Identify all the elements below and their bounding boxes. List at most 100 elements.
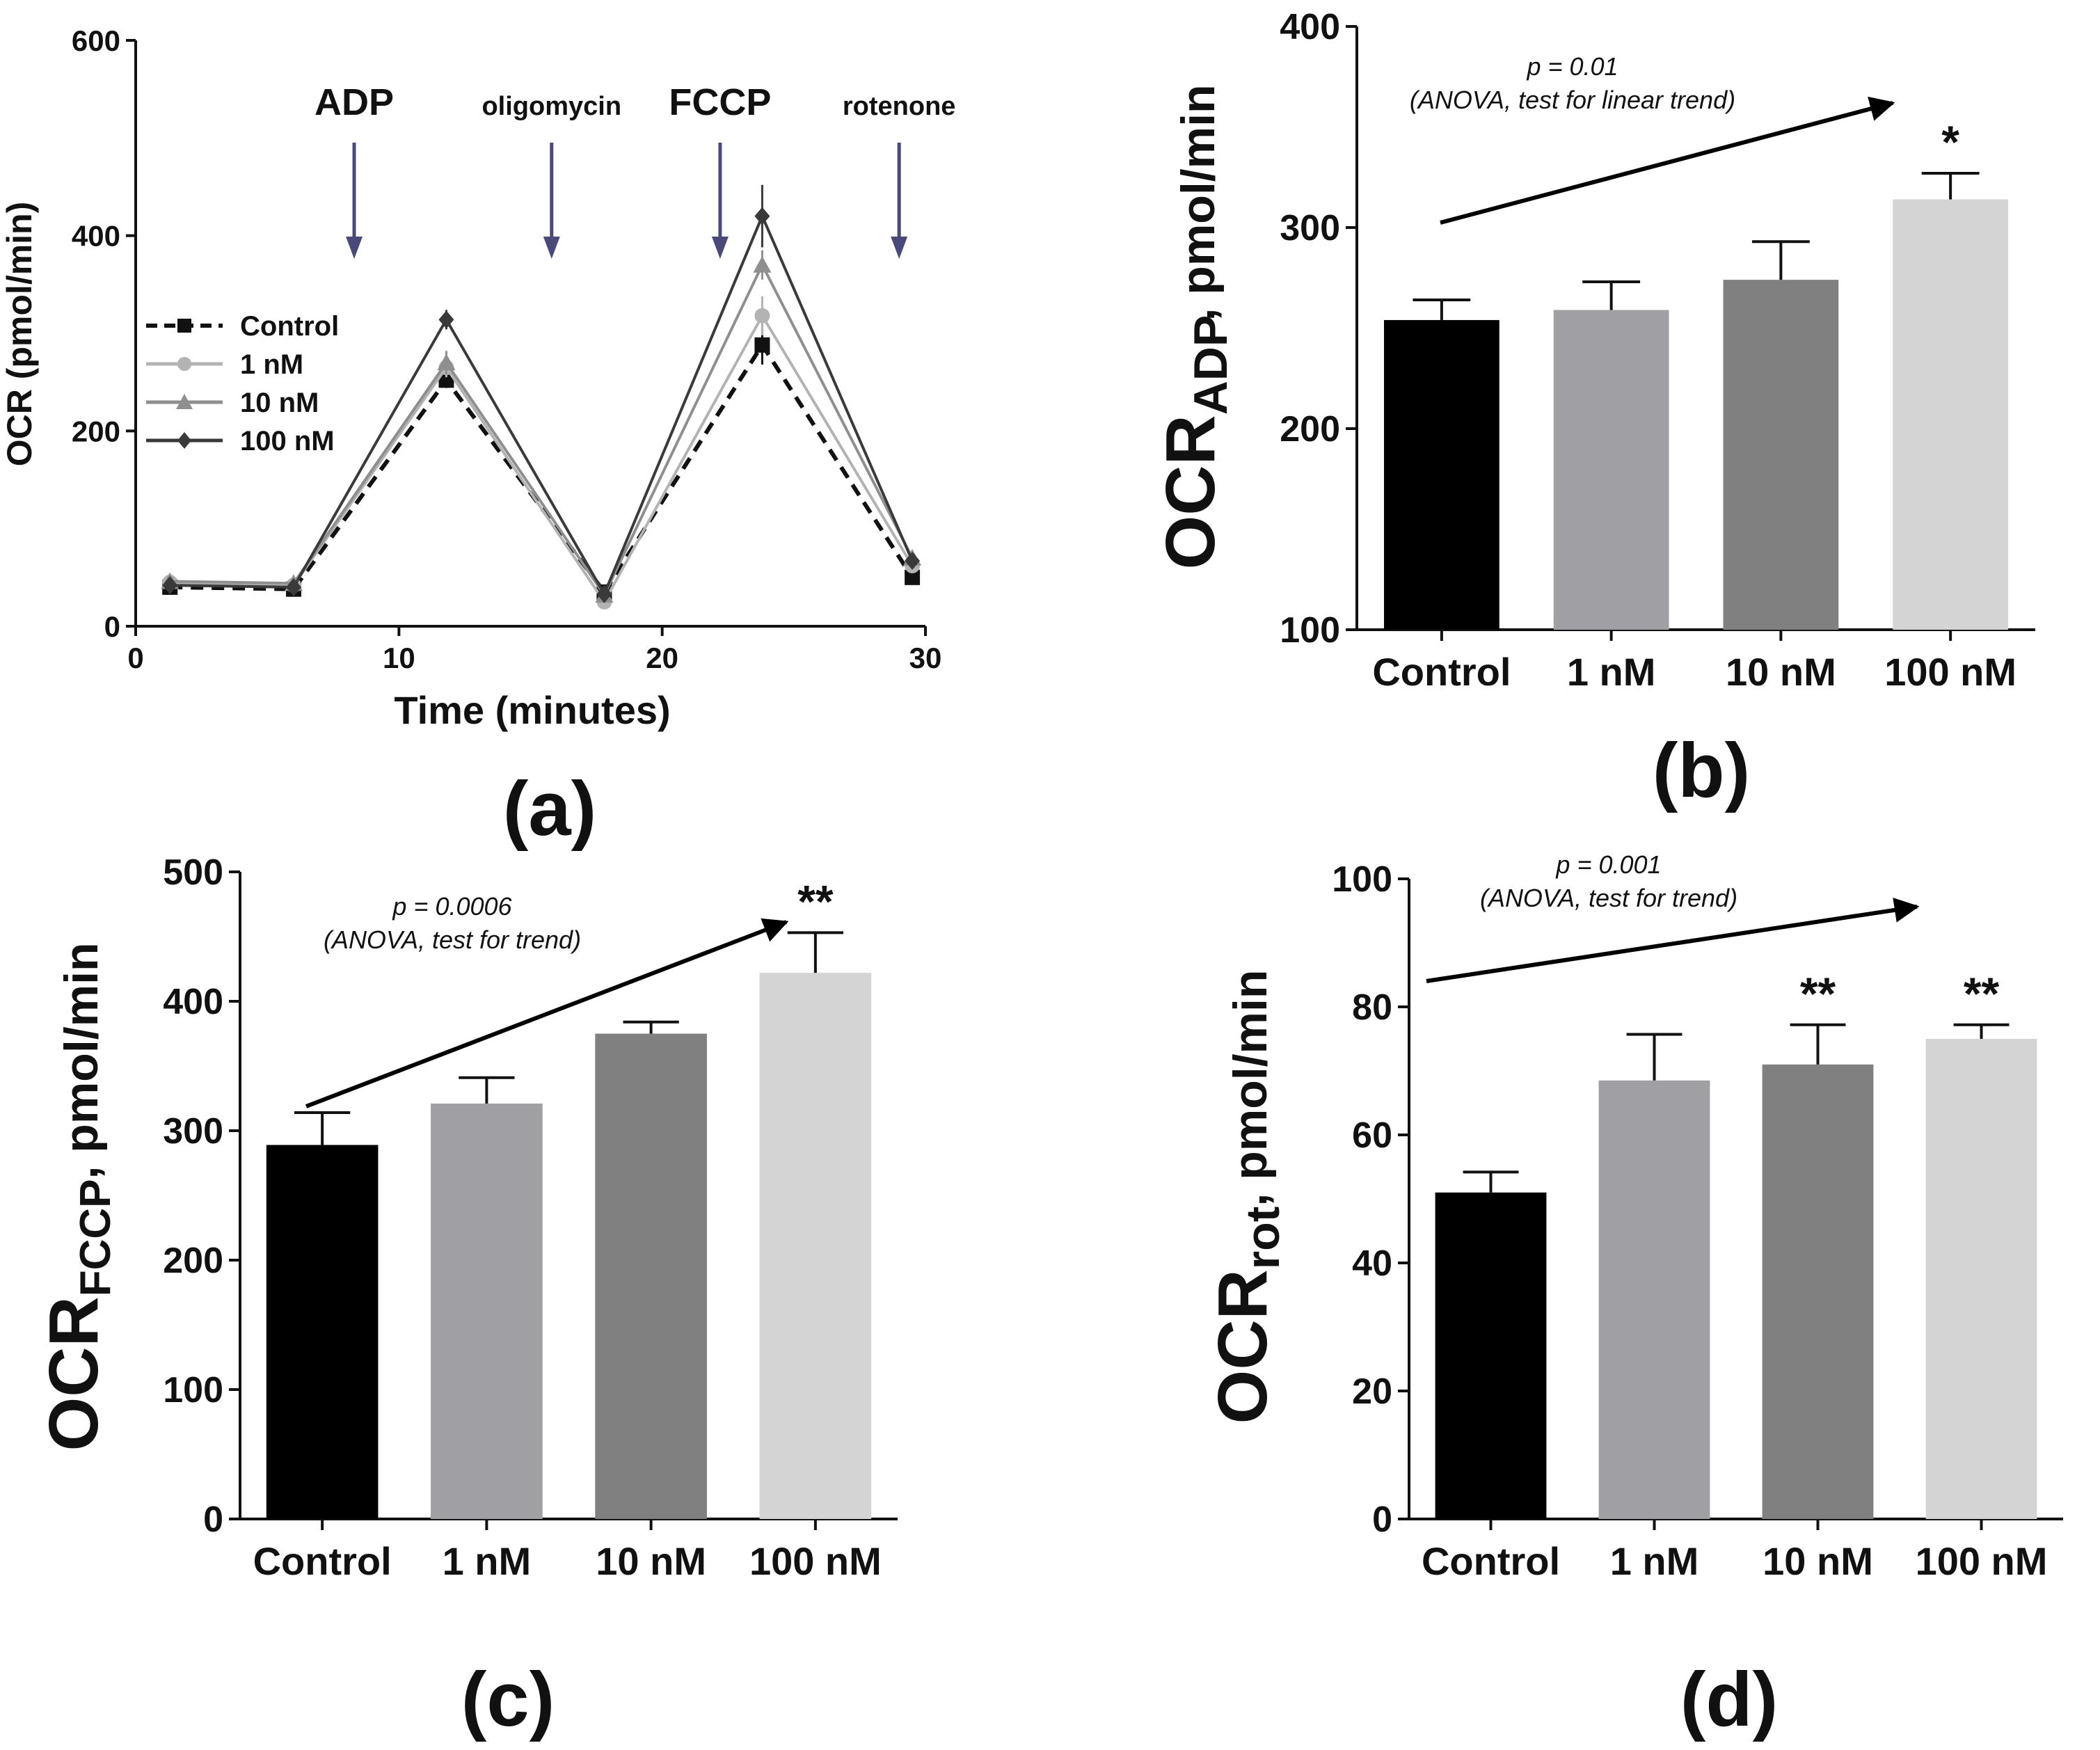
y-tick-label: 300 — [163, 1111, 223, 1152]
data-point — [754, 308, 770, 324]
data-point — [596, 584, 612, 603]
x-tick-label: 0 — [127, 642, 143, 674]
panel-c-bar-chart: 0 100 200 300 400 500 Control 1 nM 10 nM 100 nM **… — [35, 852, 898, 1742]
data-point — [437, 353, 456, 371]
panel-b-ylabel: OCRADP, pmol/min — [1152, 84, 1237, 569]
significance-label: ** — [1964, 968, 2000, 1019]
data-point — [286, 578, 301, 596]
y-tick-label: 600 — [72, 24, 120, 57]
x-tick-label: 10 nM — [1726, 650, 1836, 694]
injection-label: oligomycin — [482, 92, 621, 121]
data-point — [438, 372, 454, 388]
panel-d-plot-area: 0 20 40 60 80 100 Control 1 nM 10 nM ** 100 nM ** p … — [1332, 850, 2063, 1583]
bar — [1384, 319, 1500, 630]
panel-a-xlabel: Time (minutes) — [394, 688, 670, 732]
panel-d-bar-chart: 0 20 40 60 80 100 Control 1 nM 10 nM ** 100 nM ** p … — [1204, 850, 2063, 1742]
y-tick-label: 400 — [72, 220, 120, 253]
y-tick-label: 500 — [163, 852, 223, 893]
injection-label: FCCP — [669, 81, 771, 123]
injection-arrow-icon — [711, 237, 729, 259]
bar — [431, 1103, 543, 1519]
x-tick-label: 1 nM — [1610, 1539, 1699, 1583]
bar — [1553, 310, 1669, 630]
bar — [1925, 1039, 2037, 1519]
y-tick-label: 0 — [203, 1500, 223, 1540]
x-tick-label: 1 nM — [443, 1539, 532, 1583]
x-tick-label: 10 — [383, 642, 415, 674]
panel-b-ylabel-unit: , pmol/min — [1172, 84, 1225, 321]
trend-p-value: p = 0.01 — [1526, 52, 1618, 81]
series-line — [170, 212, 914, 598]
trend-test-note: (ANOVA, test for linear trend) — [1410, 86, 1735, 114]
y-tick-label: 60 — [1352, 1115, 1392, 1156]
significance-label: * — [1941, 116, 1959, 168]
x-tick-label: 20 — [646, 642, 678, 674]
trend-p-value: p = 0.0006 — [392, 892, 512, 921]
y-tick-label: 0 — [1372, 1500, 1392, 1540]
injection-arrow-icon — [346, 237, 363, 259]
legend-label: Control — [240, 311, 339, 342]
panel-d-ylabel-sub: rot — [1236, 1207, 1289, 1270]
y-tick-label: 100 — [163, 1370, 223, 1410]
panel-b-bar-chart: 100 200 300 400 Control 1 nM 10 nM 100 nM * p = 0… — [1152, 7, 2035, 813]
data-point — [162, 576, 178, 595]
bar — [1762, 1064, 1874, 1519]
trend-arrow — [1426, 898, 1920, 983]
panel-d-ylabel-unit: , pmol/min — [1224, 970, 1277, 1207]
panel-d-label: (d) — [1680, 1657, 1778, 1742]
bar — [595, 1033, 707, 1519]
panel-b-ylabel-sub: ADP — [1184, 316, 1237, 415]
legend-label: 1 nM — [240, 349, 303, 380]
panel-c-ylabel-main: OCR — [35, 1296, 113, 1451]
bar — [1598, 1080, 1710, 1519]
y-tick-label: 200 — [72, 415, 120, 447]
legend-label: 10 nM — [240, 388, 319, 418]
x-tick-label: 30 — [909, 642, 942, 674]
bar — [266, 1145, 379, 1519]
panel-a-label: (a) — [503, 766, 596, 852]
legend-label: 100 nM — [240, 426, 335, 456]
panel-b-label: (b) — [1653, 728, 1750, 813]
y-tick-label: 100 — [1332, 859, 1392, 900]
y-tick-label: 200 — [1280, 409, 1340, 450]
trend-arrow — [305, 918, 789, 1108]
y-tick-label: 300 — [1280, 208, 1340, 248]
panel-c-ylabel-sub: FCCP — [72, 1179, 120, 1297]
y-tick-label: 20 — [1352, 1371, 1392, 1412]
panel-b-plot-area: 100 200 300 400 Control 1 nM 10 nM 100 nM * p = 0… — [1280, 7, 2035, 694]
series-line — [170, 312, 914, 605]
panel-c-label: (c) — [461, 1657, 555, 1742]
significance-label: ** — [1800, 968, 1836, 1019]
legend-marker — [177, 319, 191, 333]
x-tick-label: Control — [1372, 650, 1511, 694]
injection-label: ADP — [315, 81, 394, 123]
x-tick-label: Control — [1422, 1539, 1560, 1583]
y-tick-label: 100 — [1280, 610, 1340, 651]
y-tick-label: 80 — [1352, 987, 1392, 1028]
trend-p-value: p = 0.001 — [1555, 850, 1661, 879]
data-point — [905, 551, 921, 570]
data-point — [753, 255, 772, 273]
panel-d-ylabel-main: OCR — [1204, 1269, 1282, 1424]
x-tick-label: 10 nM — [1763, 1539, 1873, 1583]
data-point — [905, 569, 921, 585]
panel-c-plot-area: 0 100 200 300 400 500 Control 1 nM 10 nM 100 nM **… — [163, 852, 898, 1583]
series-line — [170, 341, 914, 596]
injection-arrow-icon — [543, 237, 560, 259]
y-tick-label: 400 — [163, 982, 223, 1022]
panel-b-ylabel-main: OCR — [1152, 415, 1230, 569]
bar — [1435, 1192, 1547, 1519]
trend-arrow — [1440, 96, 1895, 225]
x-tick-label: 100 nM — [1916, 1539, 2048, 1583]
x-tick-label: 100 nM — [749, 1539, 882, 1583]
x-tick-label: 100 nM — [1884, 650, 2017, 694]
data-point — [438, 310, 454, 329]
injection-arrow-icon — [891, 237, 908, 259]
series-line — [170, 262, 914, 598]
panel-a-line-chart: 0 200 400 600 0 10 20 30 ADP oligomycin FCCP roteno… — [0, 24, 955, 852]
bar — [1723, 280, 1839, 630]
significance-label: ** — [797, 875, 834, 927]
x-tick-label: Control — [253, 1539, 392, 1583]
y-tick-label: 200 — [163, 1241, 223, 1281]
legend-marker — [176, 394, 193, 409]
